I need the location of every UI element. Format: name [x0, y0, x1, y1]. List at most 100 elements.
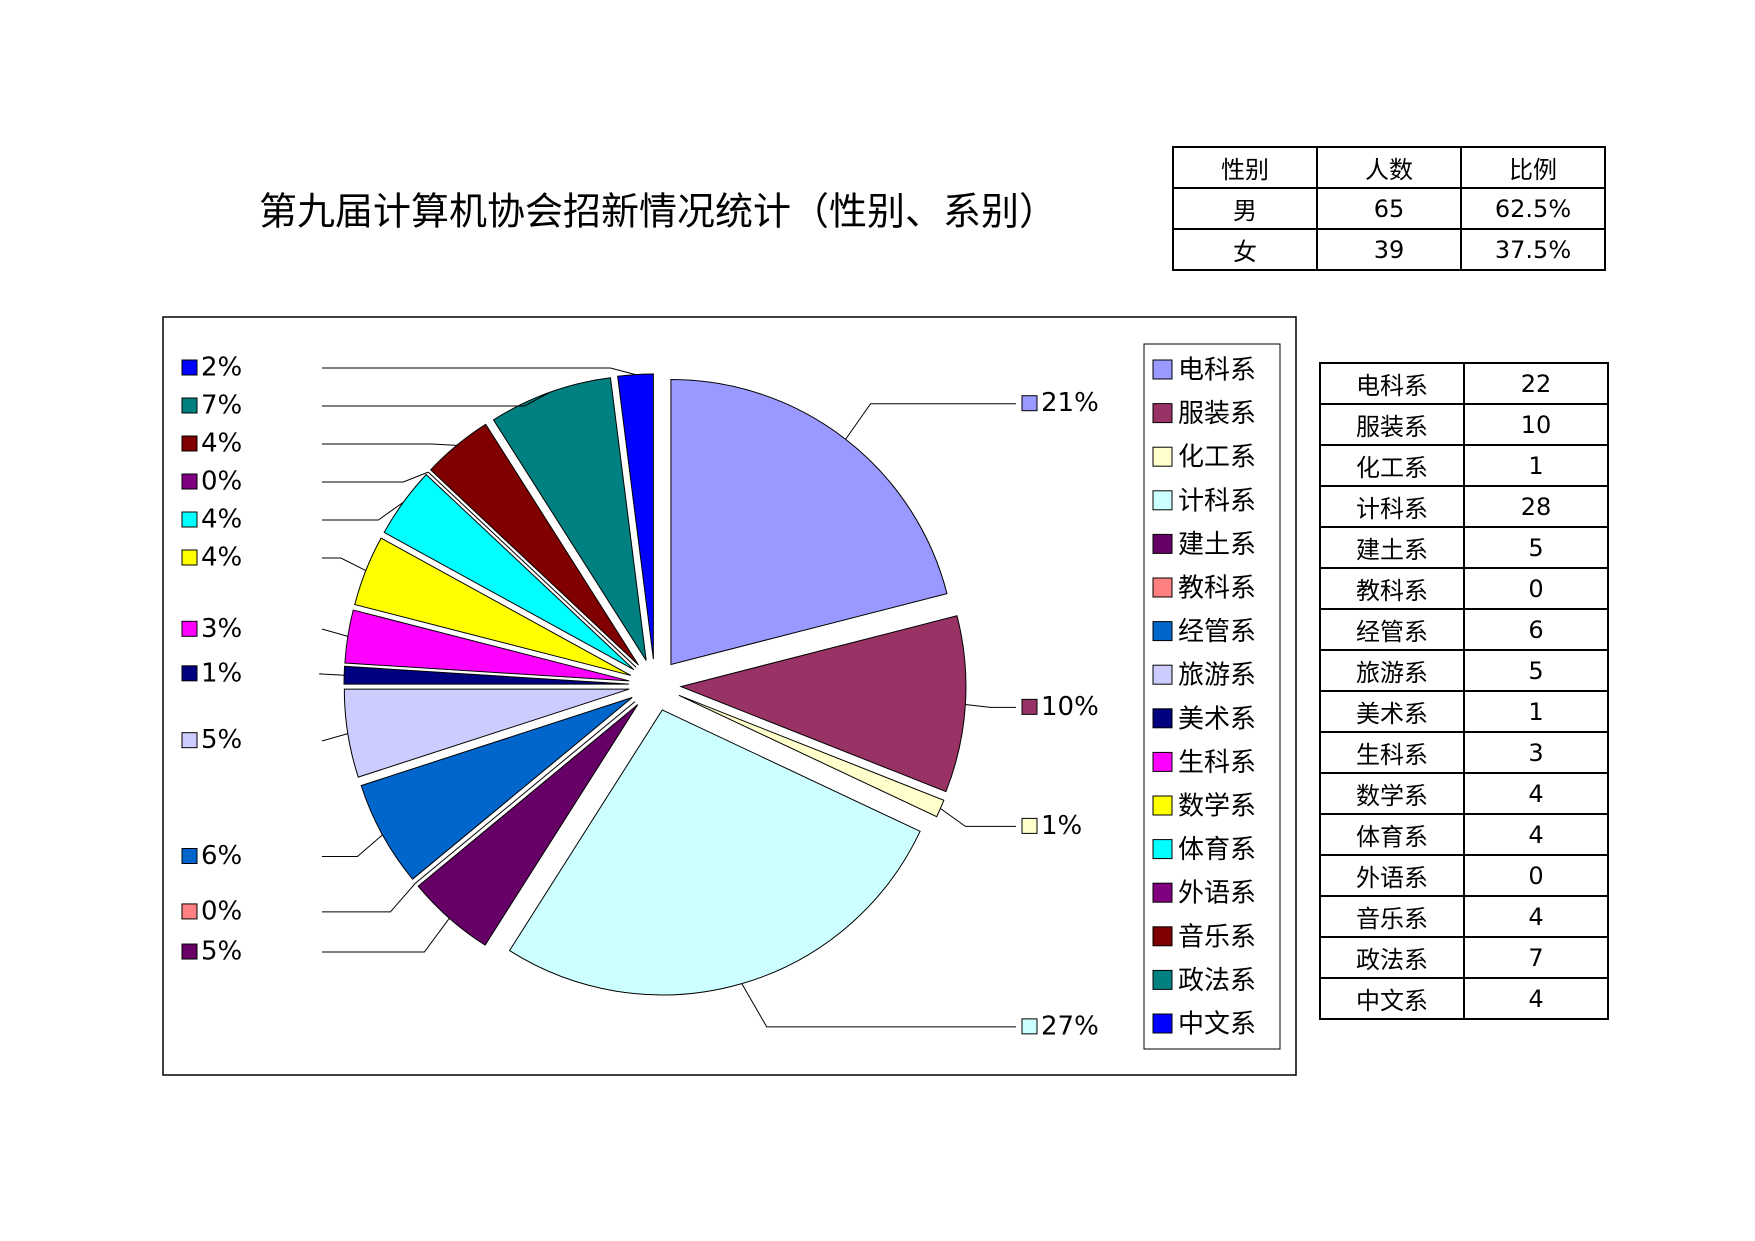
legend-swatch — [1152, 926, 1173, 947]
table-row: 旅游系 5 — [1319, 649, 1609, 692]
department-count: 0 — [1463, 854, 1609, 897]
pie-slice — [343, 688, 630, 778]
leader-line — [319, 673, 345, 676]
legend-swatch — [1152, 1013, 1173, 1034]
department-name: 政法系 — [1319, 936, 1465, 979]
leader-line — [322, 367, 636, 376]
table-row: 外语系 0 — [1319, 854, 1609, 897]
department-name: 化工系 — [1319, 444, 1465, 487]
data-label: 1% — [201, 658, 242, 688]
leader-line — [322, 391, 550, 407]
table-cell: 39 — [1316, 228, 1462, 271]
table-row: 服装系 10 — [1319, 403, 1609, 446]
table-row: 体育系 4 — [1319, 813, 1609, 856]
header-row: 性别 人数 比例 — [1172, 146, 1606, 189]
pie-slice — [360, 697, 633, 880]
leader-line — [322, 443, 457, 446]
data-label: 4% — [201, 505, 242, 535]
department-name: 教科系 — [1319, 567, 1465, 610]
legend-label: 电科系 — [1178, 356, 1256, 386]
department-name: 美术系 — [1319, 690, 1465, 733]
label-swatch — [181, 549, 198, 566]
gender-table: 性别 人数 比例男 65 62.5% 女 39 37.5% — [1172, 146, 1606, 271]
data-label: 1% — [1041, 811, 1082, 841]
label-swatch — [181, 943, 198, 960]
department-name: 经管系 — [1319, 608, 1465, 651]
label-swatch — [1021, 698, 1038, 715]
table-cell: 女 — [1172, 228, 1318, 271]
data-label: 2% — [201, 353, 242, 383]
pie-slice — [670, 378, 948, 666]
data-label: 27% — [1041, 1011, 1099, 1041]
table-row: 政法系 7 — [1319, 936, 1609, 979]
header-cell: 人数 — [1316, 146, 1462, 189]
table-cell: 37.5% — [1460, 228, 1606, 271]
legend-swatch — [1152, 359, 1173, 380]
leader-line — [322, 628, 348, 637]
data-label: 0% — [201, 896, 242, 926]
leader-line — [322, 834, 383, 858]
leader-line — [322, 733, 348, 742]
data-label: 21% — [1041, 388, 1099, 418]
legend-label: 经管系 — [1178, 617, 1256, 647]
leader-line — [322, 557, 367, 571]
department-count: 1 — [1463, 444, 1609, 487]
legend-label: 音乐系 — [1178, 922, 1256, 952]
legend-swatch — [1152, 839, 1173, 860]
table-row: 建土系 5 — [1319, 526, 1609, 569]
legend-swatch — [1152, 882, 1173, 903]
legend-swatch — [1152, 446, 1173, 467]
department-count: 4 — [1463, 977, 1609, 1020]
data-label: 3% — [201, 614, 242, 644]
legend-swatch — [1152, 577, 1173, 598]
legend-swatch — [1152, 969, 1173, 990]
legend-swatch — [1152, 403, 1173, 424]
data-label: 4% — [201, 429, 242, 459]
department-count: 0 — [1463, 567, 1609, 610]
leader-line — [322, 501, 404, 521]
table-row: 美术系 1 — [1319, 690, 1609, 733]
legend-swatch — [1152, 664, 1173, 685]
data-label: 10% — [1041, 692, 1099, 722]
department-count: 5 — [1463, 526, 1609, 569]
table-row: 教科系 0 — [1319, 567, 1609, 610]
label-swatch — [1021, 395, 1038, 412]
table-row: 化工系 1 — [1319, 444, 1609, 487]
department-count: 22 — [1463, 362, 1609, 405]
legend-swatch — [1152, 621, 1173, 642]
department-count: 4 — [1463, 813, 1609, 856]
department-name: 外语系 — [1319, 854, 1465, 897]
legend-label: 教科系 — [1178, 574, 1256, 604]
data-label: 5% — [201, 937, 242, 967]
legend-label: 计科系 — [1178, 486, 1256, 516]
leader-line — [845, 403, 1016, 440]
label-swatch — [1021, 1018, 1038, 1035]
label-swatch — [1021, 817, 1038, 834]
legend-label: 体育系 — [1178, 835, 1256, 865]
legend-swatch — [1152, 708, 1173, 729]
department-name: 服装系 — [1319, 403, 1465, 446]
data-label: 0% — [201, 467, 242, 497]
data-label: 5% — [201, 725, 242, 755]
department-name: 中文系 — [1319, 977, 1465, 1020]
table-cell: 65 — [1316, 187, 1462, 230]
table-row: 女 39 37.5% — [1172, 228, 1606, 271]
label-swatch — [181, 903, 198, 920]
legend-label: 旅游系 — [1178, 661, 1256, 691]
label-swatch — [181, 511, 198, 528]
department-name: 计科系 — [1319, 485, 1465, 528]
legend-label: 数学系 — [1178, 792, 1256, 822]
department-count: 1 — [1463, 690, 1609, 733]
legend-label: 美术系 — [1178, 704, 1256, 734]
legend-swatch — [1152, 795, 1173, 816]
legend-label: 建土系 — [1178, 530, 1256, 560]
data-label: 6% — [201, 841, 242, 871]
label-swatch — [181, 665, 198, 682]
department-count: 10 — [1463, 403, 1609, 446]
label-swatch — [181, 848, 198, 865]
table-row: 经管系 6 — [1319, 608, 1609, 651]
pie-slice — [508, 709, 921, 996]
legend-label: 生科系 — [1178, 748, 1256, 778]
department-name: 电科系 — [1319, 362, 1465, 405]
